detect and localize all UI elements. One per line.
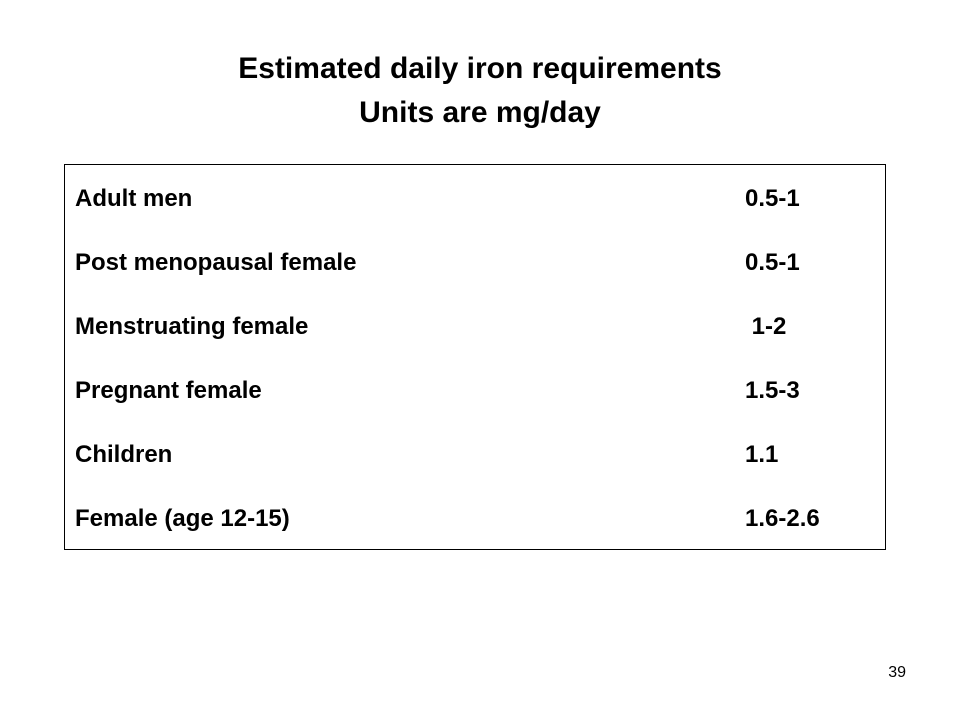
requirement: 1.6-2.6 — [745, 505, 820, 532]
table: Adult men 0.5-1 Post menopausal female 0.5-… — [64, 164, 886, 550]
requirement: 1.1 — [745, 441, 779, 468]
group-label: Pregnant female — [75, 377, 262, 404]
subtitle: Units are mg/day — [359, 96, 601, 129]
title: Estimated daily iron requirements — [238, 52, 722, 85]
page-number: 39 — [888, 664, 906, 681]
group-label: Post menopausal female — [75, 249, 357, 276]
group-label: Adult men — [75, 185, 193, 212]
group-label: Female (age 12-15) — [75, 505, 290, 532]
requirement: 1.5-3 — [745, 377, 800, 404]
requirement: 1-2 — [745, 313, 787, 340]
group-label: Menstruating female — [75, 313, 309, 340]
group-label: Children — [75, 441, 173, 468]
requirement: 0.5-1 — [745, 249, 800, 276]
requirement: 0.5-1 — [745, 185, 800, 212]
